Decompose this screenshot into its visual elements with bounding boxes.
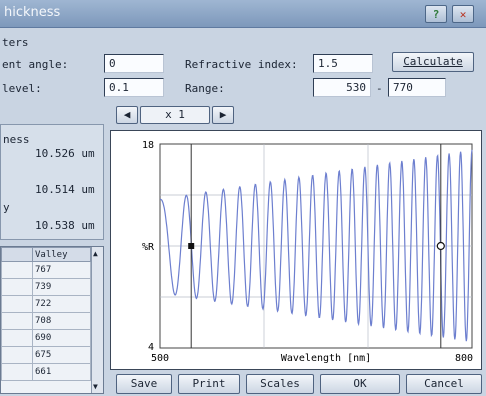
- calculate-button[interactable]: Calculate: [392, 52, 474, 72]
- title-bar: hickness ? ✕: [0, 0, 486, 28]
- parameters-label: ters: [2, 36, 29, 49]
- valley-table[interactable]: Valley 767 739 722 708 690 675 661 ▲ ▼: [0, 246, 104, 394]
- table-cell: [1, 329, 33, 347]
- table-header-a: [1, 247, 33, 262]
- level-label: level:: [2, 82, 42, 95]
- table-cell: 708: [32, 312, 91, 330]
- table-cell: 767: [32, 261, 91, 279]
- reflectance-trace: [159, 149, 473, 342]
- table-cell: 675: [32, 346, 91, 364]
- x-tick-right: 800: [455, 353, 473, 364]
- y-tick-top: 18: [142, 140, 154, 151]
- table-cell: 722: [32, 295, 91, 313]
- zoom-prev-button[interactable]: ◀: [116, 106, 138, 124]
- table-cell: [1, 278, 33, 296]
- zoom-next-button[interactable]: ▶: [212, 106, 234, 124]
- range-dash: -: [376, 82, 383, 95]
- x-axis-label: Wavelength [nm]: [281, 353, 371, 364]
- cancel-button[interactable]: Cancel: [406, 374, 482, 394]
- window-title: hickness: [4, 5, 61, 20]
- scales-button[interactable]: Scales: [246, 374, 314, 394]
- help-icon[interactable]: ?: [425, 5, 447, 23]
- spectrum-chart[interactable]: 18 %R 4 500 800 Wavelength [nm]: [110, 130, 482, 370]
- refractive-index-input[interactable]: 1.5: [313, 54, 373, 73]
- table-scrollbar[interactable]: ▲ ▼: [91, 247, 103, 393]
- table-cell: [1, 295, 33, 313]
- y-axis-label: %R: [142, 242, 155, 253]
- thickness-y-label: y: [3, 201, 10, 214]
- print-button[interactable]: Print: [178, 374, 240, 394]
- refractive-index-label: Refractive index:: [185, 58, 298, 71]
- save-button[interactable]: Save: [116, 374, 172, 394]
- incident-angle-input[interactable]: 0: [104, 54, 164, 73]
- table-header-valley: Valley: [32, 247, 91, 262]
- thickness-panel: ness 10.526 um 10.514 um y 10.538 um: [0, 124, 104, 240]
- range-max-input[interactable]: 770: [388, 78, 446, 97]
- table-cell: [1, 363, 33, 381]
- table-cell: 690: [32, 329, 91, 347]
- table-cell: 661: [32, 363, 91, 381]
- table-cell: [1, 261, 33, 279]
- x-tick-left: 500: [151, 353, 169, 364]
- range-label: Range:: [185, 82, 225, 95]
- table-cell: [1, 346, 33, 364]
- table-cell: [1, 312, 33, 330]
- level-input[interactable]: 0.1: [104, 78, 164, 97]
- scroll-up-icon[interactable]: ▲: [93, 249, 98, 258]
- incident-angle-label: ent angle:: [2, 58, 69, 71]
- ok-button[interactable]: OK: [320, 374, 400, 394]
- thickness-value-3: 10.538 um: [35, 219, 95, 232]
- thickness-value-1: 10.526 um: [35, 147, 95, 160]
- zoom-level: x 1: [140, 106, 210, 124]
- scroll-down-icon[interactable]: ▼: [93, 382, 98, 391]
- thickness-value-2: 10.514 um: [35, 183, 95, 196]
- range-max-marker: [436, 241, 445, 251]
- range-min-input[interactable]: 530: [313, 78, 371, 97]
- y-tick-bottom: 4: [148, 342, 154, 353]
- thickness-label: ness: [3, 133, 30, 146]
- close-icon[interactable]: ✕: [452, 5, 474, 23]
- table-cell: 739: [32, 278, 91, 296]
- range-min-marker: [188, 243, 195, 249]
